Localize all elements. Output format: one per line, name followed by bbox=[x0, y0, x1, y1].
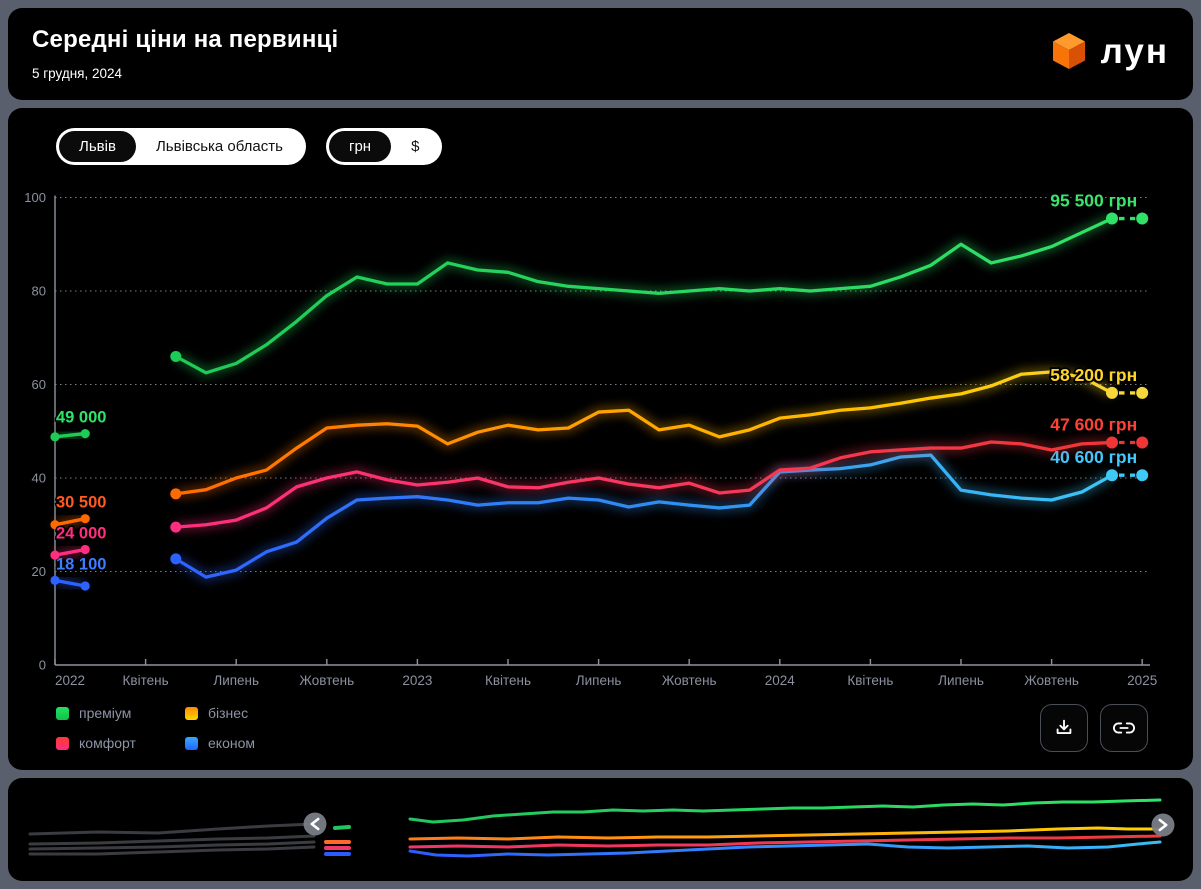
legend-label: преміум bbox=[79, 705, 132, 721]
lun-logo: лун bbox=[1049, 30, 1169, 72]
report-date: 5 грудня, 2024 bbox=[32, 66, 123, 81]
legend-item-comfort: комфорт bbox=[56, 735, 185, 751]
svg-text:95 500 грн: 95 500 грн bbox=[1050, 191, 1137, 211]
svg-text:2023: 2023 bbox=[402, 673, 432, 688]
city-toggle-lviv[interactable]: Львів bbox=[59, 131, 136, 162]
price-chart[interactable]: 0 20 40 60 80 100 2022 Квітень Липень Жовтень 2023… bbox=[8, 108, 1193, 770]
legend: преміум бізнес комфорт економ bbox=[56, 705, 255, 751]
svg-text:2024: 2024 bbox=[765, 673, 796, 688]
svg-text:40 600 грн: 40 600 грн bbox=[1050, 447, 1137, 467]
chart-card: Львів Львівська область грн $ 0 20 40 60 80 1… bbox=[8, 108, 1193, 770]
currency-toggle: грн $ bbox=[325, 128, 443, 165]
share-link-button[interactable] bbox=[1100, 704, 1148, 752]
header-card: Середні ціни на первинці 5 грудня, 2024 … bbox=[8, 8, 1193, 100]
svg-text:Жовтень: Жовтень bbox=[1024, 673, 1079, 688]
svg-text:Квітень: Квітень bbox=[847, 673, 893, 688]
svg-text:Жовтень: Жовтень bbox=[662, 673, 717, 688]
legend-label: економ bbox=[208, 735, 255, 751]
legend-item-premium: преміум bbox=[56, 705, 185, 721]
city-toggle-region[interactable]: Львівська область bbox=[136, 131, 303, 162]
svg-text:2025: 2025 bbox=[1127, 673, 1157, 688]
svg-text:40: 40 bbox=[32, 471, 46, 486]
navigator-right-arrow[interactable] bbox=[1151, 813, 1175, 837]
svg-text:24 000: 24 000 bbox=[56, 525, 106, 543]
svg-text:49 000: 49 000 bbox=[56, 409, 106, 427]
timeline-navigator[interactable] bbox=[8, 778, 1193, 881]
svg-text:100: 100 bbox=[24, 190, 46, 205]
lun-cube-icon bbox=[1052, 33, 1085, 69]
svg-text:2022: 2022 bbox=[55, 673, 85, 688]
chart-actions bbox=[1040, 704, 1148, 752]
legend-item-econom: економ bbox=[185, 735, 255, 751]
chart-toggles: Львів Львівська область грн $ bbox=[56, 128, 443, 165]
legend-label: комфорт bbox=[79, 735, 136, 751]
business-swatch bbox=[185, 706, 198, 720]
svg-text:30 500: 30 500 bbox=[56, 494, 106, 512]
comfort-swatch bbox=[56, 736, 69, 750]
svg-text:80: 80 bbox=[32, 284, 46, 299]
legend-label: бізнес bbox=[208, 705, 249, 721]
svg-text:60: 60 bbox=[32, 377, 46, 392]
svg-text:0: 0 bbox=[39, 658, 46, 673]
link-icon bbox=[1113, 722, 1135, 734]
svg-text:Квітень: Квітень bbox=[485, 673, 531, 688]
city-toggle: Львів Львівська область bbox=[56, 128, 306, 165]
svg-text:Липень: Липень bbox=[938, 673, 984, 688]
svg-text:20: 20 bbox=[32, 564, 46, 579]
svg-text:58 200 грн: 58 200 грн bbox=[1050, 365, 1137, 385]
currency-toggle-usd[interactable]: $ bbox=[391, 131, 439, 162]
page-title: Середні ціни на первинці bbox=[32, 26, 339, 53]
svg-text:Липень: Липень bbox=[213, 673, 259, 688]
premium-swatch bbox=[56, 706, 69, 720]
download-icon bbox=[1056, 719, 1072, 734]
currency-toggle-uah[interactable]: грн bbox=[328, 131, 392, 162]
legend-item-business: бізнес bbox=[185, 705, 255, 721]
svg-text:18 100: 18 100 bbox=[56, 555, 106, 573]
download-button[interactable] bbox=[1040, 704, 1088, 752]
svg-text:Липень: Липень bbox=[576, 673, 622, 688]
svg-text:Квітень: Квітень bbox=[123, 673, 169, 688]
svg-text:47 600 грн: 47 600 грн bbox=[1050, 414, 1137, 434]
navigator-left-arrow[interactable] bbox=[303, 812, 327, 836]
econom-swatch bbox=[185, 736, 198, 750]
svg-text:Жовтень: Жовтень bbox=[299, 673, 354, 688]
lun-logo-text: лун bbox=[1100, 31, 1169, 71]
navigator-chart[interactable] bbox=[8, 778, 1193, 881]
